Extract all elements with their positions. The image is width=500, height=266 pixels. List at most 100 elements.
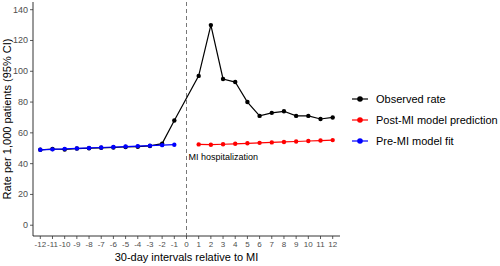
series-point <box>75 146 79 150</box>
series-point <box>172 118 176 122</box>
x-tick <box>64 236 65 239</box>
x-tick-label: -3 <box>146 240 154 249</box>
series-line <box>40 25 332 150</box>
series-point <box>306 114 310 118</box>
y-tick <box>30 9 33 10</box>
x-tick <box>320 236 321 239</box>
x-tick <box>40 236 41 239</box>
x-tick-label: 5 <box>245 240 250 249</box>
x-tick-label: -1 <box>171 240 179 249</box>
x-tick-label: 10 <box>304 240 313 249</box>
x-tick <box>162 236 163 239</box>
series-point <box>196 142 200 146</box>
series-point <box>136 145 140 149</box>
y-tick <box>30 102 33 103</box>
y-tick-label: 100 <box>13 66 28 76</box>
series-point <box>62 147 66 151</box>
x-tick <box>137 236 138 239</box>
y-tick-label: 40 <box>18 159 28 169</box>
annotation-text: MI hospitalization <box>189 152 259 162</box>
x-tick <box>271 236 272 239</box>
series-point <box>318 117 322 121</box>
series-point <box>99 145 103 149</box>
x-tick-label: 2 <box>209 240 214 249</box>
series-point <box>111 145 115 149</box>
x-tick <box>247 236 248 239</box>
x-tick-label: 8 <box>282 240 287 249</box>
x-tick <box>186 236 187 239</box>
y-axis-title: Rate per 1,000 patients (95% CI) <box>1 39 13 200</box>
y-tick <box>30 71 33 72</box>
series-point <box>245 141 249 145</box>
y-tick <box>30 225 33 226</box>
x-tick-label: 12 <box>328 240 337 249</box>
legend-label: Pre-MI model fit <box>376 135 454 147</box>
series-point <box>330 138 334 142</box>
x-tick <box>296 236 297 239</box>
x-tick-label: 11 <box>316 240 325 249</box>
x-tick <box>89 236 90 239</box>
y-tick <box>30 132 33 133</box>
x-tick <box>101 236 102 239</box>
x-tick-label: -4 <box>134 240 142 249</box>
series-point <box>282 109 286 113</box>
series-point <box>123 145 127 149</box>
series-point <box>282 140 286 144</box>
series-point <box>245 100 249 104</box>
series-point <box>270 111 274 115</box>
y-tick <box>30 163 33 164</box>
x-tick <box>149 236 150 239</box>
x-tick <box>210 236 211 239</box>
x-tick-label: 7 <box>270 240 275 249</box>
series-point <box>87 146 91 150</box>
y-tick-label: 0 <box>23 220 28 230</box>
legend-label: Post-MI model prediction <box>376 114 498 126</box>
x-tick-label: -11 <box>47 240 59 249</box>
series-point <box>330 115 334 119</box>
series-point <box>196 74 200 78</box>
x-tick <box>223 236 224 239</box>
x-tick <box>259 236 260 239</box>
legend-marker <box>357 117 363 123</box>
series-point <box>257 141 261 145</box>
series-point <box>209 143 213 147</box>
x-tick <box>332 236 333 239</box>
series-point <box>270 140 274 144</box>
x-tick-label: -5 <box>122 240 130 249</box>
series-point <box>148 143 152 147</box>
x-tick-label: -12 <box>35 240 47 249</box>
x-tick-label: 9 <box>294 240 299 249</box>
series-point <box>221 77 225 81</box>
x-tick-label: 6 <box>257 240 262 249</box>
series-point <box>233 142 237 146</box>
legend-marker <box>357 138 363 144</box>
y-tick-label: 60 <box>18 128 28 138</box>
x-axis-title: 30-day intervals relative to MI <box>115 251 259 263</box>
x-tick <box>308 236 309 239</box>
x-tick <box>113 236 114 239</box>
series-point <box>160 143 164 147</box>
chart-root: 020406080100120140-12-11-10-9-8-7-6-5-4-… <box>0 0 500 266</box>
x-tick <box>76 236 77 239</box>
x-tick-label: 1 <box>196 240 201 249</box>
x-tick-label: -7 <box>98 240 106 249</box>
plot-marks <box>38 23 335 152</box>
x-tick-label: -9 <box>73 240 81 249</box>
series-point <box>38 148 42 152</box>
x-tick-label: -2 <box>159 240 167 249</box>
series-point <box>257 114 261 118</box>
annotation-line <box>186 2 187 236</box>
series-line <box>199 140 333 145</box>
y-tick-label: 20 <box>18 189 28 199</box>
series-point <box>209 23 213 27</box>
series-point <box>50 147 54 151</box>
x-tick-label: -6 <box>110 240 118 249</box>
series-point <box>233 80 237 84</box>
series-point <box>87 146 91 150</box>
legend-label: Observed rate <box>376 93 446 105</box>
series-point <box>136 144 140 148</box>
x-tick-label: -8 <box>85 240 93 249</box>
series-point <box>221 142 225 146</box>
series-point <box>148 144 152 148</box>
series-point <box>123 144 127 148</box>
